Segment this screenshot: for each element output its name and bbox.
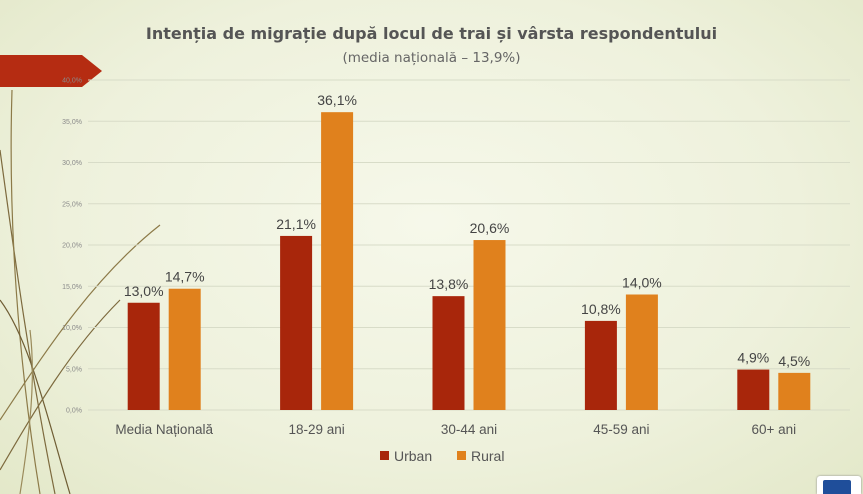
- legend-swatch-urban: [380, 451, 389, 460]
- y-tick-label: 40,0%: [62, 78, 82, 85]
- data-label-rural: 4,5%: [778, 353, 810, 369]
- legend-swatch-rural: [457, 451, 466, 460]
- bars: [127, 112, 811, 411]
- y-tick-label: 15,0%: [62, 284, 82, 291]
- bar-rural: [168, 288, 201, 410]
- legend-label-rural: Rural: [471, 448, 504, 464]
- bar-urban: [737, 369, 770, 410]
- bar-rural: [321, 112, 354, 411]
- data-label-urban: 13,0%: [124, 283, 164, 299]
- legend: Urban Rural: [380, 448, 504, 464]
- y-tick-label: 0,0%: [66, 408, 82, 415]
- legend-label-urban: Urban: [394, 448, 432, 464]
- bar-urban: [280, 235, 313, 410]
- title-arrow-banner: [0, 55, 102, 87]
- bar-rural: [778, 372, 811, 410]
- bar-rural: [473, 240, 506, 410]
- y-tick-label: 30,0%: [62, 160, 82, 167]
- y-tick-label: 25,0%: [62, 201, 82, 208]
- data-label-rural: 36,1%: [317, 92, 357, 108]
- chart-title: Intenția de migrație după locul de trai …: [145, 24, 718, 43]
- data-label-rural: 14,7%: [165, 269, 205, 285]
- data-labels: 13,0%14,7% 21,1% 36,1% 13,8% 20,6% 10,8%14,0%…: [124, 92, 810, 369]
- bar-rural: [625, 294, 658, 410]
- category-label: 30-44 ani: [441, 422, 497, 437]
- bar-urban: [432, 296, 465, 410]
- data-label-urban: 21,1%: [276, 216, 316, 232]
- bar-urban: [127, 302, 160, 410]
- decorative-stems: [0, 89, 161, 494]
- broadcaster-logo: [817, 476, 861, 494]
- data-label-urban: 10,8%: [581, 301, 621, 317]
- category-label: 45-59 ani: [593, 422, 649, 437]
- y-tick-label: 35,0%: [62, 119, 82, 126]
- data-label-urban: 13,8%: [429, 276, 469, 292]
- category-label: 60+ ani: [751, 422, 796, 437]
- data-label-rural: 20,6%: [470, 220, 510, 236]
- category-label: Media Națională: [115, 422, 213, 437]
- y-axis-ticks: 0,0% 5,0% 10,0% 15,0% 20,0% 25,0% 30,0% 35,0% 40…: [62, 78, 82, 415]
- chart-subtitle: (media națională – 13,9%): [342, 50, 521, 66]
- data-label-rural: 14,0%: [622, 275, 662, 291]
- data-label-urban: 4,9%: [737, 350, 769, 366]
- y-tick-label: 10,0%: [62, 325, 82, 332]
- gridlines: [88, 79, 850, 411]
- y-tick-label: 20,0%: [62, 243, 82, 250]
- category-label: 18-29 ani: [288, 422, 344, 437]
- category-labels: Media Națională 18-29 ani 30-44 ani 45-59 a…: [115, 422, 796, 437]
- y-tick-label: 5,0%: [66, 366, 82, 373]
- bar-urban: [584, 320, 617, 410]
